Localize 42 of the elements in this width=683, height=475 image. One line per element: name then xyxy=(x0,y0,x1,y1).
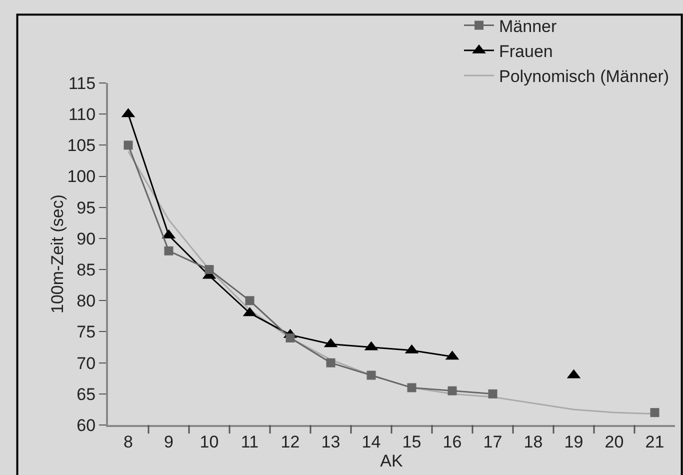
x-tick-label: 9 xyxy=(164,432,174,452)
legend-label: Frauen xyxy=(499,42,553,62)
legend-label: Männer xyxy=(499,16,557,36)
y-tick-label: 75 xyxy=(76,322,96,342)
x-tick-label: 10 xyxy=(200,432,219,452)
y-tick-label: 80 xyxy=(76,292,96,311)
y-tick-label: 100 xyxy=(67,167,96,186)
y-tick-label: 95 xyxy=(76,198,96,218)
point xyxy=(448,386,457,396)
y-tick-label: 60 xyxy=(76,416,96,435)
point xyxy=(124,140,133,150)
y-tick-label: 65 xyxy=(76,384,96,404)
point xyxy=(286,333,295,342)
point xyxy=(326,358,336,368)
x-tick-label: 19 xyxy=(564,432,584,452)
point xyxy=(407,383,416,392)
y-tick-label: 90 xyxy=(76,229,96,248)
x-tick-label: 15 xyxy=(402,432,422,452)
point xyxy=(366,370,376,380)
x-tick-label: 11 xyxy=(240,432,259,452)
point xyxy=(245,296,254,306)
x-tick-label: 14 xyxy=(362,432,381,452)
x-tick-label: 12 xyxy=(280,432,300,452)
x-tick-label: 20 xyxy=(604,432,624,452)
x-tick-label: 18 xyxy=(524,432,543,452)
point xyxy=(488,389,498,398)
y-tick-label: 70 xyxy=(76,354,96,373)
x-tick-label: 17 xyxy=(483,432,502,452)
point xyxy=(204,265,214,274)
x-tick-label: 8 xyxy=(124,432,133,452)
x-tick-label: 21 xyxy=(645,432,664,452)
x-tick-label: 16 xyxy=(442,432,462,452)
y-tick-label: 85 xyxy=(76,260,96,280)
x-axis-title: AK xyxy=(380,451,404,470)
y-tick-label: 105 xyxy=(67,136,96,156)
legend-label: Polynomisch (Männer) xyxy=(499,67,670,86)
y-tick-label: 110 xyxy=(68,105,96,124)
y-tick-label: 115 xyxy=(68,74,96,93)
point xyxy=(164,246,174,256)
x-tick-label: 13 xyxy=(321,432,340,452)
point xyxy=(650,408,660,418)
y-axis-title: 100m-Zeit (sec) xyxy=(48,194,67,314)
